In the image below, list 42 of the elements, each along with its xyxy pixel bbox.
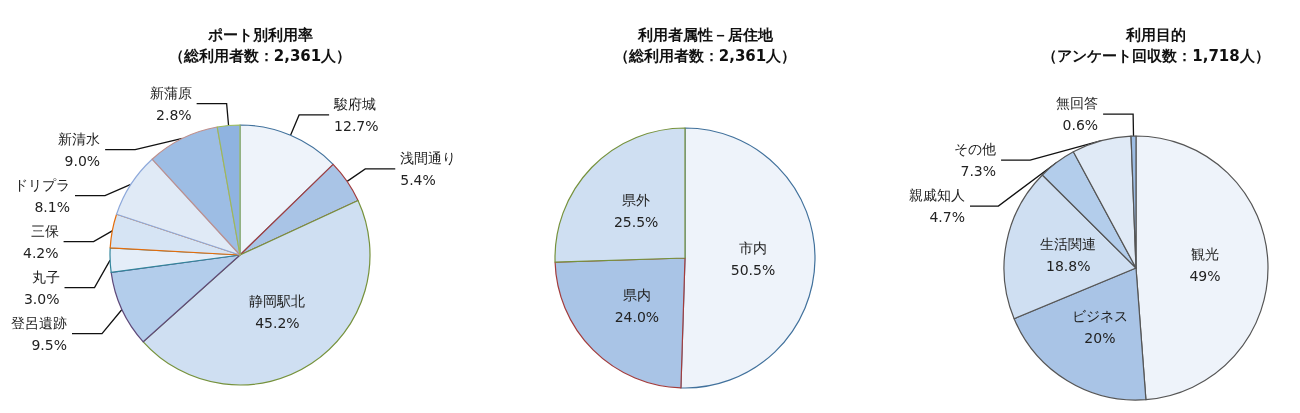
chart-subtitle: （アンケート回収数：1,718人） (1042, 46, 1270, 65)
data-label: 4.7% (929, 209, 965, 226)
data-label: 49% (1189, 268, 1221, 285)
slice-label: 新蒲原 (149, 84, 192, 101)
slice-label: 観光 (1190, 246, 1219, 263)
chart-subtitle: （総利用者数：2,361人） (613, 46, 797, 65)
data-label: 8.1% (34, 198, 70, 215)
slice-label: その他 (954, 141, 997, 158)
slice-label: 市内 (738, 240, 767, 257)
data-label: 9.0% (64, 152, 101, 169)
data-label: 45.2% (255, 314, 300, 331)
slice-label: 親戚知人 (908, 187, 965, 204)
data-label: 12.7% (334, 117, 379, 134)
chart-title: 利用目的 (1125, 25, 1186, 44)
data-label: 9.5% (31, 336, 67, 353)
slice-label: 登呂遺跡 (10, 314, 67, 331)
slice-label: 浅間通り (400, 149, 457, 166)
slice-label: 駿府城 (333, 95, 377, 112)
slice-label: 無回答 (1056, 95, 1099, 112)
data-label: 24.0% (614, 309, 660, 326)
data-label: 7.3% (960, 163, 997, 180)
data-label: 2.8% (156, 106, 192, 123)
slice-label: 新清水 (58, 130, 101, 147)
data-label: 50.5% (730, 262, 776, 279)
data-label: 3.0% (23, 290, 60, 307)
slice-label: 静岡駅北 (249, 292, 306, 309)
slice-label: 丸子 (31, 268, 60, 285)
data-label: 4.2% (23, 244, 59, 261)
data-label: 5.4% (400, 171, 436, 188)
slice-label: ビジネス (1071, 307, 1128, 324)
data-label: 25.5% (613, 213, 659, 230)
slice-label: 生活関連 (1040, 235, 1097, 252)
slice-label: 県外 (622, 191, 651, 208)
slice-label: 三保 (30, 222, 59, 239)
chart-subtitle: （総利用者数：2,361人） (168, 46, 352, 65)
chart-title: ポート別利用率 (206, 25, 313, 44)
data-label: 0.6% (1062, 117, 1099, 134)
data-label: 20% (1084, 329, 1116, 346)
data-label: 18.8% (1046, 257, 1091, 274)
chart-title: 利用者属性－居住地 (636, 25, 774, 44)
slice-label: ドリプラ (14, 176, 70, 193)
slice-label: 県内 (622, 287, 651, 304)
